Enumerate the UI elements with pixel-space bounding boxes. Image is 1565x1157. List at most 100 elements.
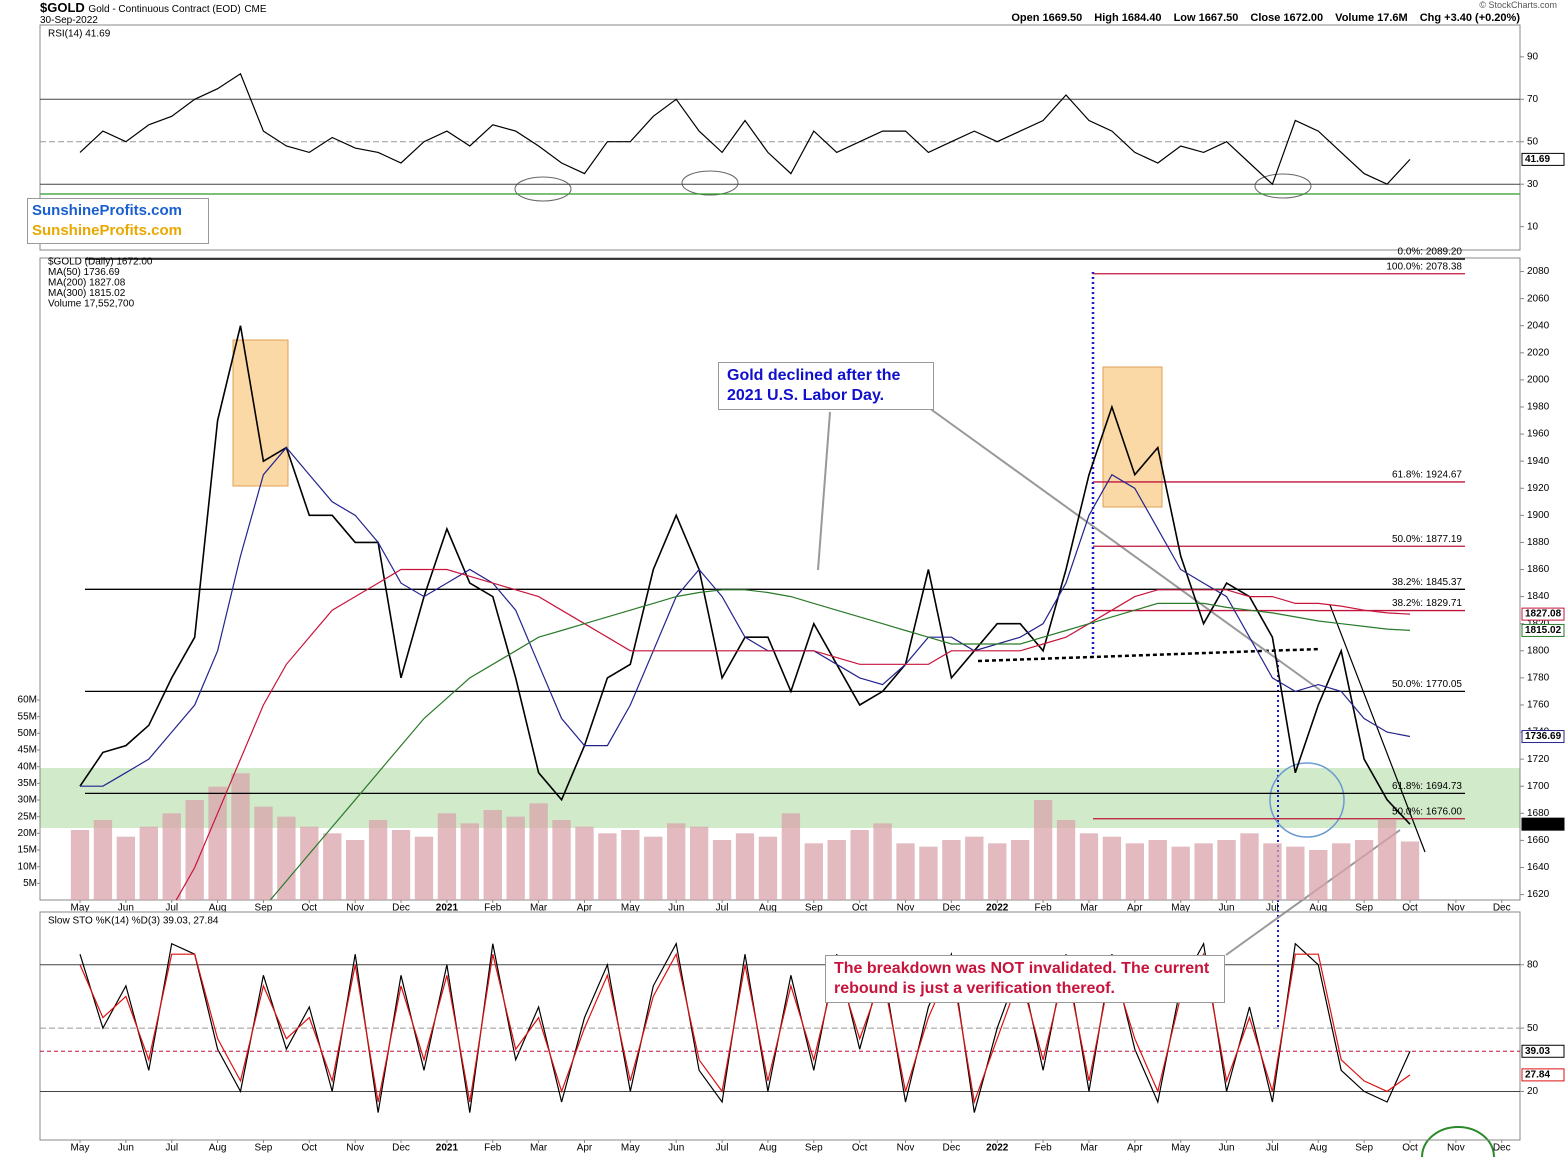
x-tick-label: Nov bbox=[346, 903, 364, 914]
volume-bar bbox=[1217, 840, 1236, 900]
volume-bar bbox=[323, 833, 342, 900]
panel-title: RSI(14) 41.69 bbox=[48, 29, 111, 40]
last-value-box bbox=[1521, 623, 1565, 637]
x-tick-label: Jul bbox=[716, 1143, 729, 1154]
x-tick-label: Aug bbox=[209, 1143, 227, 1154]
y-tick-label: 1660 bbox=[1527, 835, 1550, 846]
x-tick-label: May bbox=[71, 903, 90, 914]
legend-entry: Volume 17,552,700 bbox=[48, 299, 135, 310]
y-tick-label: 1700 bbox=[1527, 781, 1550, 792]
volume-bar bbox=[414, 836, 434, 900]
quote-item: Volume 17.6M bbox=[1335, 12, 1408, 24]
y-tick-label: 10 bbox=[1527, 221, 1539, 232]
x-tick-label: Jul bbox=[165, 1143, 178, 1154]
x-tick-label: Sep bbox=[1355, 903, 1373, 914]
x-tick-label: Apr bbox=[1127, 1143, 1143, 1154]
quote-item: Open 1669.50 bbox=[1011, 12, 1083, 24]
x-tick-label: Aug bbox=[209, 903, 227, 914]
x-tick-label: Nov bbox=[897, 903, 915, 914]
volume-bar bbox=[1240, 833, 1259, 900]
volume-bar bbox=[1148, 840, 1167, 900]
volume-bar bbox=[1263, 843, 1282, 900]
annotation: Gold declined after the 2021 U.S. Labor … bbox=[718, 362, 934, 410]
y-tick-label: 1880 bbox=[1527, 537, 1550, 548]
volume-bar bbox=[689, 826, 709, 900]
volume-bar bbox=[70, 830, 90, 900]
volume-tick-label: 10M bbox=[18, 861, 37, 872]
x-tick-label: Jul bbox=[716, 903, 729, 914]
y-tick-label: 90 bbox=[1527, 51, 1539, 62]
x-tick-label: Sep bbox=[805, 1143, 823, 1154]
x-tick-label: Nov bbox=[346, 1143, 364, 1154]
volume-tick-label: 55M bbox=[18, 711, 37, 722]
trend-line bbox=[977, 647, 1321, 663]
volume-bar bbox=[93, 820, 113, 900]
volume-bar bbox=[965, 836, 984, 900]
y-tick-label: 70 bbox=[1527, 94, 1539, 105]
last-value-label: 41.69 bbox=[1525, 154, 1550, 165]
legend-entry: MA(50) 1736.69 bbox=[48, 267, 120, 278]
volume-bar bbox=[1079, 833, 1099, 900]
volume-bar bbox=[804, 843, 823, 900]
date: 30-Sep-2022 bbox=[40, 15, 98, 26]
last-value-box bbox=[1521, 1068, 1565, 1082]
volume-bar bbox=[185, 800, 204, 900]
x-tick-label: Jun bbox=[1218, 1143, 1234, 1154]
fib-label: 38.2%: 1829.71 bbox=[1392, 598, 1462, 609]
volume-bar bbox=[483, 810, 502, 900]
volume-bar bbox=[598, 833, 617, 900]
x-tick-label: May bbox=[1171, 1143, 1190, 1154]
volume-tick-label: 45M bbox=[18, 745, 37, 756]
volume-bar bbox=[1377, 820, 1397, 900]
volume-bar bbox=[1011, 840, 1030, 900]
y-tick-label: 1820 bbox=[1527, 618, 1550, 629]
y-tick-label: 1760 bbox=[1527, 700, 1550, 711]
last-value-label: 1736.69 bbox=[1525, 731, 1562, 742]
last-value-label: 1815.02 bbox=[1525, 625, 1562, 636]
y-tick-label: 1620 bbox=[1527, 889, 1550, 900]
y-tick-label: 1640 bbox=[1527, 862, 1550, 873]
volume-bar bbox=[644, 836, 663, 900]
x-tick-label: Oct bbox=[302, 1143, 318, 1154]
x-tick-label: May bbox=[71, 1143, 90, 1154]
y-tick-label: 1940 bbox=[1527, 456, 1550, 467]
last-value-box bbox=[1521, 152, 1565, 166]
volume-bar bbox=[1194, 843, 1213, 900]
y-tick-label: 1920 bbox=[1527, 483, 1550, 494]
volume-bar bbox=[827, 840, 846, 900]
last-value-label: 27.84 bbox=[1525, 1070, 1550, 1081]
y-tick-label: 1800 bbox=[1527, 645, 1550, 656]
y-tick-label: 1680 bbox=[1527, 808, 1550, 819]
last-value-box bbox=[1521, 730, 1565, 744]
volume-bar bbox=[162, 813, 181, 900]
volume-bar bbox=[552, 820, 571, 900]
volume-bar bbox=[873, 823, 892, 900]
last-value-label: 39.03 bbox=[1525, 1046, 1550, 1057]
quote-item: High 1684.40 bbox=[1094, 12, 1162, 24]
volume-bar bbox=[896, 843, 915, 900]
exchange: CME bbox=[244, 4, 267, 15]
last-value-box bbox=[1521, 817, 1565, 831]
volume-bar bbox=[1400, 841, 1420, 900]
header: $GOLD Gold - Continuous Contract (EOD) C… bbox=[40, 0, 267, 15]
highlight-arc bbox=[1421, 1126, 1495, 1157]
volume-tick-label: 50M bbox=[18, 728, 37, 739]
volume-bar bbox=[988, 843, 1007, 900]
y-tick-label: 2020 bbox=[1527, 347, 1550, 358]
y-tick-label: 1720 bbox=[1527, 754, 1550, 765]
panel-frame bbox=[39, 257, 1521, 901]
y-tick-label: 2060 bbox=[1527, 293, 1550, 304]
volume-bar bbox=[1102, 836, 1122, 900]
fib-label: 61.8%: 1924.67 bbox=[1392, 470, 1462, 481]
x-tick-label: Dec bbox=[1493, 1143, 1511, 1154]
volume-tick-label: 25M bbox=[18, 811, 37, 822]
x-tick-label: Oct bbox=[852, 1143, 868, 1154]
x-tick-label: Nov bbox=[1447, 1143, 1465, 1154]
y-tick-label: 1980 bbox=[1527, 402, 1550, 413]
x-tick-label: Aug bbox=[759, 1143, 777, 1154]
series-line bbox=[80, 446, 1411, 787]
credit: © StockCharts.com bbox=[1479, 0, 1557, 10]
last-value-label: 1672.00 bbox=[1525, 819, 1562, 830]
x-tick-label: Jun bbox=[1218, 903, 1234, 914]
